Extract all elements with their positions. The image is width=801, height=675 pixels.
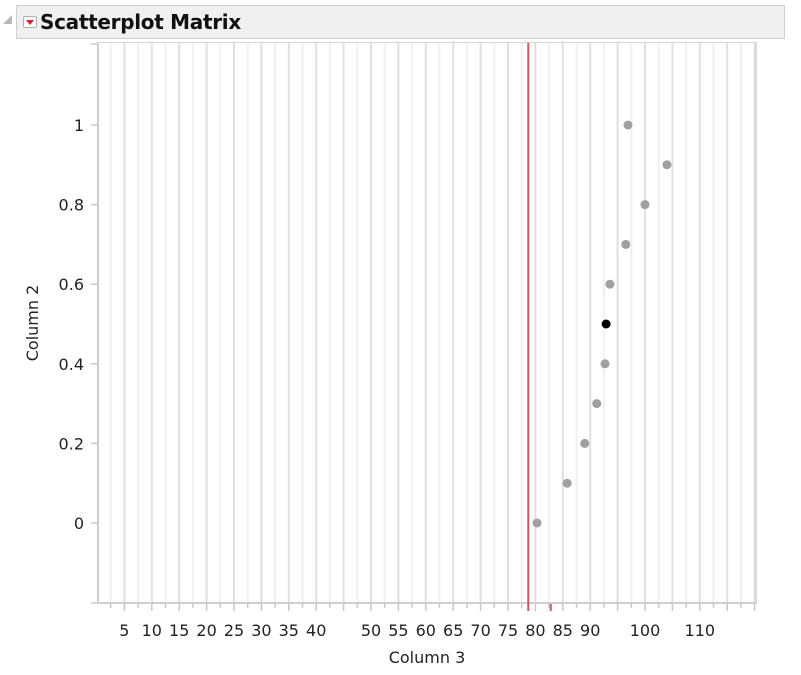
disclosure-triangle-icon[interactable] (3, 15, 12, 24)
x-tick-label: 100 (630, 621, 661, 640)
x-tick-label: 50 (361, 621, 381, 640)
x-tick-label: 35 (279, 621, 299, 640)
x-tick-label: 40 (306, 621, 326, 640)
x-axis[interactable]: 5 10 15 20 25 30 35 40 50 55 60 65 70 75 80 85 90 100 110 (109, 604, 756, 640)
data-point[interactable] (662, 160, 672, 170)
data-point[interactable] (623, 120, 633, 130)
data-point[interactable] (532, 518, 542, 528)
data-point[interactable] (600, 359, 610, 369)
x-tick-label: 30 (251, 621, 271, 640)
grid-lines (109, 43, 756, 602)
red-triangle-menu-icon[interactable] (23, 16, 37, 28)
report-title: Scatterplot Matrix (40, 10, 241, 34)
y-axis[interactable]: 0 0.2 0.4 0.6 0.8 1 (59, 43, 97, 604)
y-tick-label: 0.4 (59, 355, 84, 374)
data-point[interactable] (640, 200, 650, 210)
x-tick-label: 80 (525, 621, 545, 640)
x-tick-label: 65 (443, 621, 463, 640)
y-tick-label: 0.8 (59, 196, 84, 215)
y-tick-label: 0 (74, 514, 84, 533)
x-tick-label: 20 (196, 621, 216, 640)
x-tick-label: 85 (553, 621, 573, 640)
x-tick-label: 10 (142, 621, 162, 640)
x-tick-label: 25 (224, 621, 244, 640)
x-tick-label: 5 (119, 621, 129, 640)
data-point[interactable] (562, 478, 572, 488)
data-point[interactable] (605, 279, 615, 289)
x-axis-label: Column 3 (389, 648, 466, 667)
data-points[interactable] (532, 120, 672, 528)
data-point[interactable] (592, 399, 602, 409)
y-axis-label: Column 2 (23, 285, 42, 362)
data-point[interactable] (580, 438, 590, 448)
x-tick-label: 110 (685, 621, 716, 640)
x-tick-label: 55 (388, 621, 408, 640)
reference-line (527, 43, 552, 611)
data-point[interactable] (621, 239, 631, 249)
y-tick-label: 0.6 (59, 275, 84, 294)
y-tick-label: 0.2 (59, 434, 84, 453)
plot-frame[interactable] (97, 42, 757, 604)
x-tick-label: 15 (169, 621, 189, 640)
report-header: Scatterplot Matrix (16, 5, 785, 39)
x-tick-label: 75 (498, 621, 518, 640)
y-tick-label: 1 (74, 116, 84, 135)
x-tick-label: 70 (470, 621, 490, 640)
selected-data-point[interactable] (601, 319, 611, 329)
x-tick-label: 60 (416, 621, 436, 640)
x-tick-label: 90 (580, 621, 600, 640)
